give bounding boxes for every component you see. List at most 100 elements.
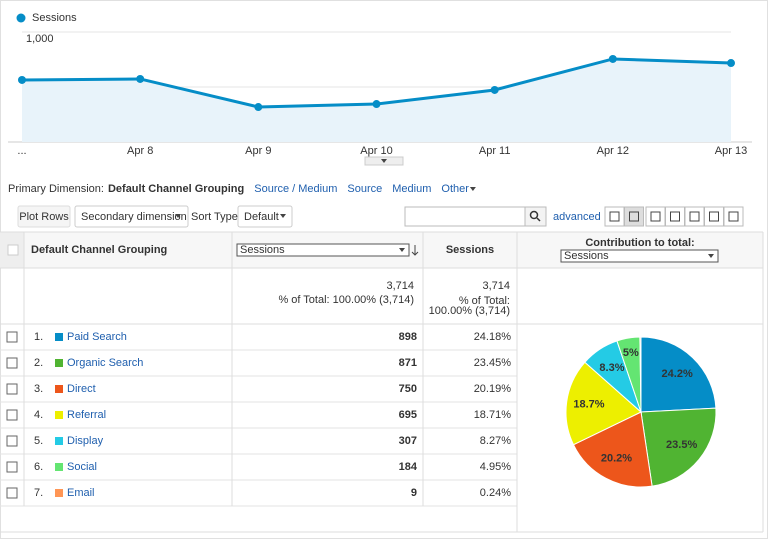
row-swatch bbox=[55, 359, 63, 367]
row-index: 7. bbox=[34, 487, 43, 499]
pie-slice[interactable] bbox=[565, 361, 642, 446]
dimension-option[interactable]: Medium bbox=[392, 183, 431, 195]
total-metric: 3,714 bbox=[482, 280, 510, 292]
pie-slice[interactable] bbox=[640, 407, 717, 487]
pie-label: 24.2% bbox=[662, 368, 693, 380]
row-name[interactable]: Referral bbox=[67, 409, 106, 421]
total-metric-note: 100.00% (3,714) bbox=[429, 305, 510, 317]
sort-type-select[interactable] bbox=[237, 205, 293, 228]
plot-rows-label: Plot Rows bbox=[19, 211, 69, 223]
row-percent: 4.95% bbox=[480, 461, 511, 473]
point[interactable] bbox=[372, 100, 381, 109]
dropdown-arrow bbox=[469, 187, 476, 191]
pie-slice[interactable] bbox=[640, 336, 717, 413]
search-icon-handle bbox=[536, 217, 541, 222]
view-icon bbox=[709, 211, 719, 222]
search-icon bbox=[529, 210, 539, 220]
row-index: 3. bbox=[34, 383, 43, 395]
total-metric-note: % of Total: bbox=[459, 295, 510, 307]
view-button[interactable] bbox=[665, 206, 685, 227]
row-sessions: 695 bbox=[399, 409, 417, 421]
plot-rows-button[interactable] bbox=[17, 205, 71, 228]
row-name[interactable]: Organic Search bbox=[67, 357, 143, 369]
point[interactable] bbox=[727, 59, 735, 68]
row-name[interactable]: Email bbox=[67, 487, 95, 499]
row-name[interactable]: Display bbox=[67, 435, 104, 447]
dimension-active: Default Channel Grouping bbox=[108, 183, 244, 195]
pie-slice[interactable] bbox=[572, 411, 653, 488]
row-name[interactable]: Direct bbox=[67, 383, 96, 395]
x-tick-label: Apr 11 bbox=[479, 145, 511, 157]
pie-label: 8.3% bbox=[599, 362, 624, 374]
row-percent: 8.27% bbox=[480, 435, 511, 447]
pie-slice[interactable] bbox=[639, 336, 642, 413]
view-button[interactable] bbox=[624, 206, 644, 227]
row-index: 1. bbox=[34, 331, 43, 343]
view-icon bbox=[609, 211, 620, 222]
x-tick-label: Apr 12 bbox=[597, 145, 629, 157]
point[interactable] bbox=[18, 75, 26, 84]
dropdown-arrow bbox=[175, 214, 181, 218]
row-checkbox[interactable] bbox=[6, 461, 18, 473]
x-tick-label: Apr 8 bbox=[127, 145, 153, 157]
row-sessions: 898 bbox=[399, 331, 417, 343]
point[interactable] bbox=[490, 85, 499, 94]
row-checkbox[interactable] bbox=[6, 383, 18, 395]
total-sessions-note: % of Total: 100.00% (3,714) bbox=[278, 294, 414, 306]
sort-arrow[interactable] bbox=[411, 245, 419, 256]
header-checkbox[interactable] bbox=[7, 244, 19, 256]
row-swatch bbox=[55, 489, 63, 497]
view-button[interactable] bbox=[704, 206, 724, 227]
row-sessions: 750 bbox=[399, 383, 417, 395]
row-sessions: 871 bbox=[399, 357, 417, 369]
row-percent: 18.71% bbox=[474, 409, 512, 421]
pie-label: 23.5% bbox=[666, 439, 697, 451]
view-button[interactable] bbox=[604, 206, 625, 227]
y-tick-label: 1,000 bbox=[26, 33, 54, 45]
view-button[interactable] bbox=[723, 206, 744, 227]
search-box[interactable] bbox=[404, 206, 526, 227]
metric-select[interactable] bbox=[236, 243, 410, 257]
row-swatch bbox=[55, 463, 63, 471]
row-checkbox[interactable] bbox=[6, 357, 18, 369]
view-button[interactable] bbox=[684, 206, 705, 227]
row-index: 2. bbox=[34, 357, 43, 369]
sort-type-label: Sort Type: bbox=[191, 211, 241, 223]
row-swatch bbox=[55, 333, 63, 341]
view-button[interactable] bbox=[645, 206, 666, 227]
dimension-option[interactable]: Other bbox=[441, 183, 469, 195]
dimension-option[interactable]: Source / Medium bbox=[254, 183, 337, 195]
point[interactable] bbox=[608, 54, 617, 63]
row-name[interactable]: Paid Search bbox=[67, 331, 127, 343]
search-button[interactable] bbox=[524, 206, 547, 227]
row-checkbox[interactable] bbox=[6, 409, 18, 421]
header-dimension: Default Channel Grouping bbox=[31, 244, 167, 256]
view-icon bbox=[650, 211, 661, 222]
view-icon bbox=[728, 211, 739, 222]
legend-label: Sessions bbox=[32, 12, 77, 24]
dimension-label: Primary Dimension: bbox=[8, 183, 104, 195]
point[interactable] bbox=[254, 103, 263, 112]
header-metric: Sessions bbox=[446, 244, 494, 256]
row-percent: 23.45% bbox=[474, 357, 512, 369]
contribution-select-label: Sessions bbox=[564, 250, 609, 262]
row-percent: 20.19% bbox=[474, 383, 512, 395]
row-checkbox[interactable] bbox=[6, 487, 18, 499]
dimension-option[interactable]: Source bbox=[347, 183, 382, 195]
advanced-link[interactable]: advanced bbox=[553, 211, 601, 223]
row-checkbox[interactable] bbox=[6, 435, 18, 447]
point[interactable] bbox=[136, 74, 145, 83]
row-sessions: 307 bbox=[399, 435, 417, 447]
view-icon bbox=[629, 211, 639, 222]
secondary-dimension-button[interactable] bbox=[74, 205, 189, 228]
row-name[interactable]: Social bbox=[67, 461, 97, 473]
dropdown-arrow bbox=[280, 214, 286, 218]
legend-swatch bbox=[16, 13, 26, 23]
row-percent: 24.18% bbox=[474, 331, 512, 343]
contribution-select[interactable] bbox=[560, 249, 719, 263]
row-sessions: 9 bbox=[411, 487, 417, 499]
header-contribution: Contribution to total: bbox=[585, 237, 694, 249]
dropdown-arrow bbox=[399, 248, 405, 252]
row-checkbox[interactable] bbox=[6, 331, 18, 343]
